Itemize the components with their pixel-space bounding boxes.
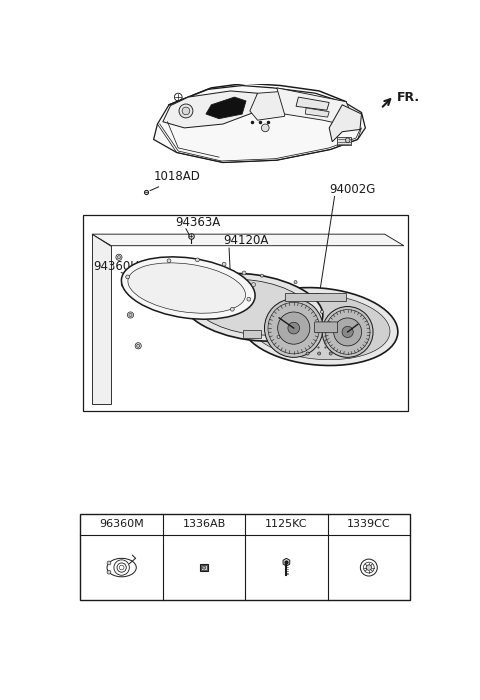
- Circle shape: [294, 281, 297, 284]
- Circle shape: [135, 343, 141, 349]
- Circle shape: [224, 276, 228, 279]
- Text: 1018AD: 1018AD: [154, 169, 201, 183]
- Ellipse shape: [193, 279, 312, 335]
- Circle shape: [195, 258, 199, 262]
- Text: 1125KC: 1125KC: [265, 519, 308, 529]
- Circle shape: [181, 301, 184, 304]
- Ellipse shape: [121, 257, 255, 319]
- Polygon shape: [92, 234, 111, 403]
- Polygon shape: [206, 97, 246, 118]
- Circle shape: [318, 352, 321, 355]
- Bar: [81, 514, 410, 600]
- Polygon shape: [329, 105, 361, 141]
- Circle shape: [322, 307, 373, 357]
- Circle shape: [342, 326, 353, 337]
- Polygon shape: [154, 85, 365, 162]
- Bar: [337, 137, 351, 145]
- Circle shape: [107, 561, 111, 565]
- Text: 1336AB: 1336AB: [182, 519, 226, 529]
- Circle shape: [325, 309, 370, 354]
- Polygon shape: [283, 559, 290, 566]
- Ellipse shape: [181, 274, 323, 341]
- Circle shape: [268, 302, 320, 354]
- Circle shape: [123, 283, 126, 286]
- Circle shape: [306, 326, 309, 328]
- Circle shape: [252, 283, 255, 286]
- Circle shape: [264, 299, 323, 357]
- Circle shape: [179, 104, 193, 118]
- Polygon shape: [250, 91, 288, 120]
- Polygon shape: [305, 108, 329, 117]
- Circle shape: [230, 307, 234, 311]
- Circle shape: [242, 271, 246, 275]
- Bar: [200, 564, 208, 571]
- FancyBboxPatch shape: [314, 322, 337, 332]
- Circle shape: [195, 286, 198, 289]
- Circle shape: [261, 274, 264, 277]
- Circle shape: [222, 262, 226, 266]
- Bar: [285, 293, 346, 301]
- Circle shape: [306, 352, 309, 355]
- Circle shape: [116, 254, 122, 260]
- Circle shape: [277, 335, 280, 339]
- Circle shape: [203, 566, 205, 569]
- Text: 96360M: 96360M: [99, 519, 144, 529]
- Text: 94002G: 94002G: [329, 183, 375, 197]
- Circle shape: [167, 259, 171, 262]
- Circle shape: [126, 275, 130, 279]
- Polygon shape: [92, 234, 404, 246]
- Circle shape: [366, 565, 372, 570]
- Polygon shape: [277, 88, 358, 128]
- Text: 94363A: 94363A: [175, 216, 220, 229]
- Polygon shape: [163, 91, 258, 128]
- Circle shape: [288, 322, 300, 334]
- Circle shape: [129, 314, 132, 316]
- Text: 94120A: 94120A: [223, 234, 268, 247]
- Text: 94360H: 94360H: [94, 260, 140, 272]
- Text: 1339CC: 1339CC: [347, 519, 391, 529]
- Bar: [243, 330, 262, 338]
- Bar: [83, 215, 408, 412]
- Bar: [201, 565, 207, 570]
- Circle shape: [345, 138, 350, 143]
- Circle shape: [182, 107, 190, 115]
- Circle shape: [127, 312, 133, 318]
- Circle shape: [137, 344, 140, 347]
- Circle shape: [247, 298, 251, 301]
- Circle shape: [262, 124, 269, 132]
- Circle shape: [107, 570, 111, 574]
- Ellipse shape: [240, 288, 398, 365]
- Circle shape: [121, 281, 127, 287]
- Circle shape: [118, 256, 120, 259]
- Circle shape: [329, 352, 332, 355]
- Polygon shape: [296, 97, 329, 110]
- Circle shape: [320, 310, 324, 314]
- Text: FR.: FR.: [397, 90, 420, 104]
- Circle shape: [316, 294, 319, 297]
- Ellipse shape: [128, 263, 245, 313]
- Circle shape: [334, 318, 361, 346]
- Ellipse shape: [248, 293, 390, 360]
- Circle shape: [277, 312, 310, 344]
